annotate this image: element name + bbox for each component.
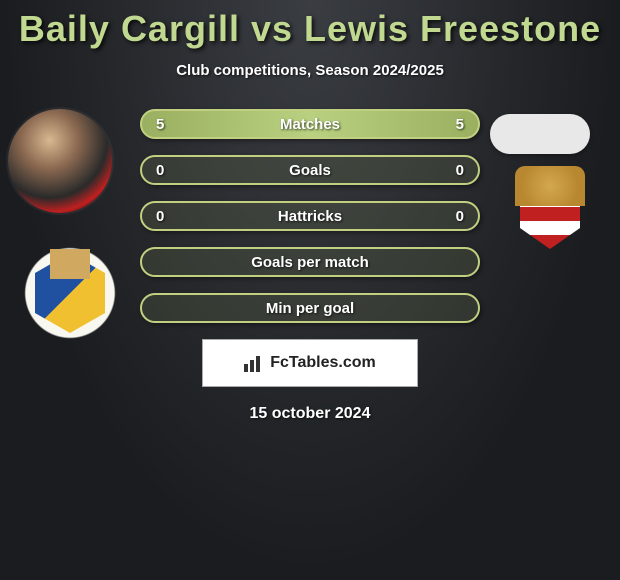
stat-label: Goals per match bbox=[251, 254, 369, 271]
watermark-badge: FcTables.com bbox=[202, 339, 418, 387]
stat-left-value: 0 bbox=[156, 162, 164, 179]
page-title: Baily Cargill vs Lewis Freestone bbox=[0, 0, 620, 50]
club-badge-left bbox=[18, 241, 122, 345]
stat-label: Goals bbox=[289, 162, 331, 179]
stat-row-goals-per-match: Goals per match bbox=[140, 247, 480, 277]
stat-label: Hattricks bbox=[278, 208, 342, 225]
watermark-text: FcTables.com bbox=[270, 354, 376, 372]
club-badge-right bbox=[500, 164, 600, 264]
bar-chart-icon bbox=[244, 354, 266, 372]
stat-right-value: 5 bbox=[456, 116, 464, 133]
subtitle: Club competitions, Season 2024/2025 bbox=[0, 62, 620, 79]
stat-left-value: 5 bbox=[156, 116, 164, 133]
stat-label: Min per goal bbox=[266, 300, 354, 317]
stat-row-goals: 0 Goals 0 bbox=[140, 155, 480, 185]
stat-left-value: 0 bbox=[156, 208, 164, 225]
stat-right-value: 0 bbox=[456, 208, 464, 225]
stat-label: Matches bbox=[280, 116, 340, 133]
stat-row-min-per-goal: Min per goal bbox=[140, 293, 480, 323]
stats-list: 5 Matches 5 0 Goals 0 0 Hattricks 0 Goal… bbox=[140, 109, 480, 323]
comparison-panel: 5 Matches 5 0 Goals 0 0 Hattricks 0 Goal… bbox=[0, 109, 620, 423]
date-label: 15 october 2024 bbox=[0, 405, 620, 423]
stat-row-hattricks: 0 Hattricks 0 bbox=[140, 201, 480, 231]
player-left-avatar bbox=[8, 109, 112, 213]
stat-row-matches: 5 Matches 5 bbox=[140, 109, 480, 139]
player-right-avatar bbox=[490, 114, 590, 154]
stat-right-value: 0 bbox=[456, 162, 464, 179]
